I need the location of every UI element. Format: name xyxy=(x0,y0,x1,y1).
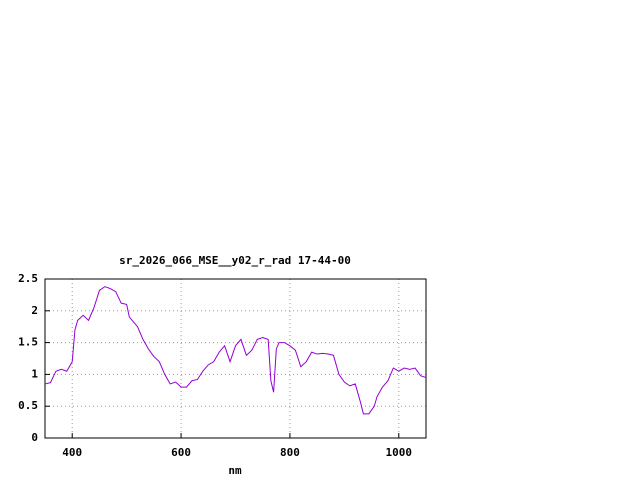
plot-frame xyxy=(44,278,427,439)
y-tick-label: 0.5 xyxy=(18,399,38,412)
x-tick-label: 400 xyxy=(62,446,82,459)
y-tick-label: 2.5 xyxy=(18,272,38,285)
y-tick-label: 2 xyxy=(31,304,38,317)
x-tick-label: 600 xyxy=(171,446,191,459)
y-tick-label: 0 xyxy=(31,431,38,444)
y-tick-label: 1.5 xyxy=(18,336,38,349)
x-axis-label: nm xyxy=(228,464,242,477)
chart-title: sr_2026_066_MSE__y02_r_rad 17-44-00 xyxy=(119,254,351,267)
x-tick-label: 1000 xyxy=(386,446,413,459)
y-tick-label: 1 xyxy=(31,367,38,380)
data-line xyxy=(44,286,427,415)
x-tick-label: 800 xyxy=(280,446,300,459)
